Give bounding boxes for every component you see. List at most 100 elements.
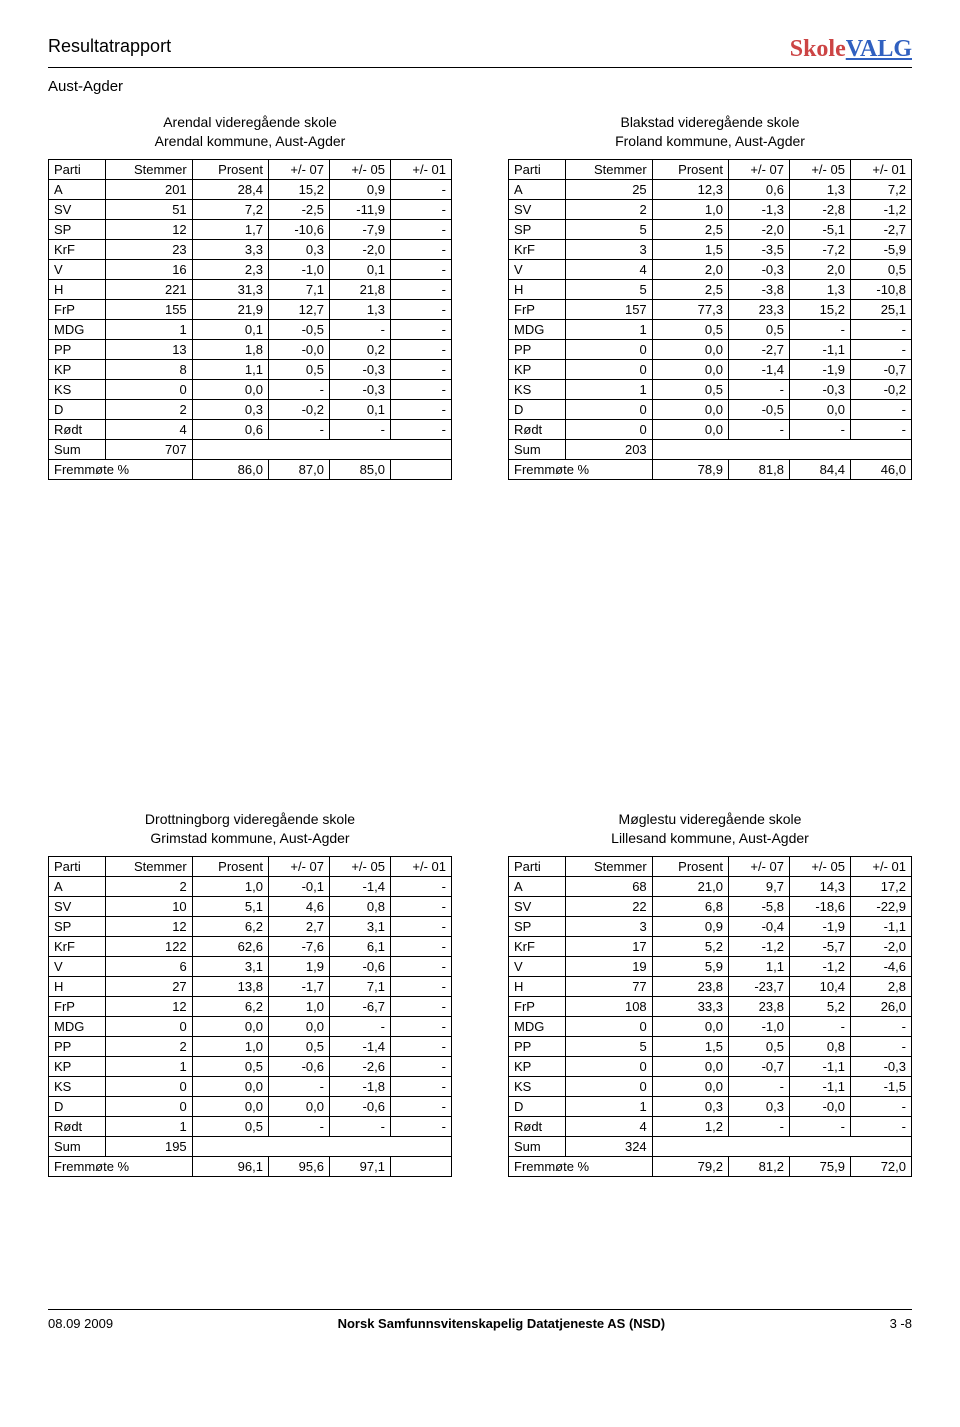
fremmote-value xyxy=(390,1156,451,1176)
fremmote-value: 87,0 xyxy=(268,459,329,479)
municipality-name: Grimstad kommune, Aust-Agder xyxy=(48,829,452,848)
table-row: Rødt41,2--- xyxy=(509,1116,912,1136)
party-cell: SV xyxy=(509,896,566,916)
party-cell: KP xyxy=(49,359,106,379)
value-cell: 0,0 xyxy=(268,1096,329,1116)
value-cell: 77 xyxy=(565,976,652,996)
sum-row: Sum324 xyxy=(509,1136,912,1156)
party-cell: H xyxy=(509,976,566,996)
party-cell: KS xyxy=(509,379,566,399)
sum-row: Sum195 xyxy=(49,1136,452,1156)
col-header: +/- 05 xyxy=(329,856,390,876)
col-header: Prosent xyxy=(652,159,728,179)
value-cell: -22,9 xyxy=(850,896,911,916)
logo-part-b: VALG xyxy=(846,36,912,62)
value-cell: 0,5 xyxy=(850,259,911,279)
value-cell: - xyxy=(390,996,451,1016)
party-cell: SV xyxy=(509,199,566,219)
value-cell: 16 xyxy=(105,259,192,279)
region-label: Aust-Agder xyxy=(48,78,912,95)
party-cell: V xyxy=(509,956,566,976)
value-cell: 0,1 xyxy=(329,399,390,419)
sum-empty xyxy=(192,1136,451,1156)
value-cell: 1,9 xyxy=(268,956,329,976)
party-cell: PP xyxy=(509,339,566,359)
value-cell: 2,8 xyxy=(850,976,911,996)
value-cell: - xyxy=(390,419,451,439)
table-row: MDG00,0-1,0-- xyxy=(509,1016,912,1036)
party-cell: H xyxy=(509,279,566,299)
value-cell: 0 xyxy=(565,339,652,359)
col-header: +/- 07 xyxy=(728,856,789,876)
table-row: Rødt10,5--- xyxy=(49,1116,452,1136)
value-cell: - xyxy=(390,379,451,399)
value-cell: 23 xyxy=(105,239,192,259)
fremmote-label: Fremmøte % xyxy=(49,1156,193,1176)
table-row: PP51,50,50,8- xyxy=(509,1036,912,1056)
value-cell: - xyxy=(789,419,850,439)
fremmote-value: 78,9 xyxy=(652,459,728,479)
value-cell: 0,0 xyxy=(192,1016,268,1036)
value-cell: -2,7 xyxy=(850,219,911,239)
value-cell: 6,8 xyxy=(652,896,728,916)
col-header: Stemmer xyxy=(565,159,652,179)
table-row: SP30,9-0,4-1,9-1,1 xyxy=(509,916,912,936)
value-cell: - xyxy=(789,1116,850,1136)
value-cell: 0,6 xyxy=(728,179,789,199)
school-name: Arendal videregående skole xyxy=(48,113,452,132)
value-cell: 1,2 xyxy=(652,1116,728,1136)
sum-value: 195 xyxy=(105,1136,192,1156)
value-cell: 0,0 xyxy=(192,379,268,399)
value-cell: 10 xyxy=(105,896,192,916)
value-cell: -0,6 xyxy=(329,956,390,976)
value-cell: 1 xyxy=(105,319,192,339)
value-cell: 1 xyxy=(105,1056,192,1076)
value-cell: - xyxy=(728,1116,789,1136)
value-cell: 9,7 xyxy=(728,876,789,896)
fremmote-row: Fremmøte %78,981,884,446,0 xyxy=(509,459,912,479)
value-cell: - xyxy=(390,1076,451,1096)
value-cell: - xyxy=(390,339,451,359)
value-cell: - xyxy=(850,399,911,419)
table-row: SP52,5-2,0-5,1-2,7 xyxy=(509,219,912,239)
table-titles: Arendal videregående skoleArendal kommun… xyxy=(48,113,452,151)
sum-value: 324 xyxy=(565,1136,652,1156)
table-titles: Møglestu videregående skoleLillesand kom… xyxy=(508,810,912,848)
table-row: PP131,8-0,00,2- xyxy=(49,339,452,359)
party-cell: KS xyxy=(509,1076,566,1096)
table-row: KS00,0--1,1-1,5 xyxy=(509,1076,912,1096)
table-row: SV21,0-1,3-2,8-1,2 xyxy=(509,199,912,219)
tables-row: Drottningborg videregående skoleGrimstad… xyxy=(48,810,912,1177)
value-cell: 3 xyxy=(565,916,652,936)
table-row: FrP126,21,0-6,7- xyxy=(49,996,452,1016)
value-cell: 3,1 xyxy=(329,916,390,936)
table-row: V195,91,1-1,2-4,6 xyxy=(509,956,912,976)
value-cell: 12 xyxy=(105,916,192,936)
value-cell: 10,4 xyxy=(789,976,850,996)
table-row: KS00,0--0,3- xyxy=(49,379,452,399)
party-cell: SP xyxy=(509,219,566,239)
col-header: +/- 05 xyxy=(789,856,850,876)
party-cell: SP xyxy=(49,916,106,936)
value-cell: -1,7 xyxy=(268,976,329,996)
value-cell: - xyxy=(390,179,451,199)
value-cell: 7,1 xyxy=(268,279,329,299)
value-cell: -0,3 xyxy=(329,379,390,399)
school-name: Drottningborg videregående skole xyxy=(48,810,452,829)
value-cell: - xyxy=(850,319,911,339)
table-row: V63,11,9-0,6- xyxy=(49,956,452,976)
fremmote-value xyxy=(390,459,451,479)
sum-label: Sum xyxy=(509,439,566,459)
party-cell: A xyxy=(49,179,106,199)
table-row: D00,00,0-0,6- xyxy=(49,1096,452,1116)
value-cell: 6,2 xyxy=(192,916,268,936)
value-cell: 0,8 xyxy=(329,896,390,916)
value-cell: 1 xyxy=(565,379,652,399)
value-cell: -7,9 xyxy=(329,219,390,239)
value-cell: -0,6 xyxy=(329,1096,390,1116)
table-row: KP81,10,5-0,3- xyxy=(49,359,452,379)
value-cell: 0,3 xyxy=(192,399,268,419)
fremmote-value: 84,4 xyxy=(789,459,850,479)
footer-page: 3 -8 xyxy=(890,1316,912,1331)
value-cell: 4 xyxy=(565,1116,652,1136)
